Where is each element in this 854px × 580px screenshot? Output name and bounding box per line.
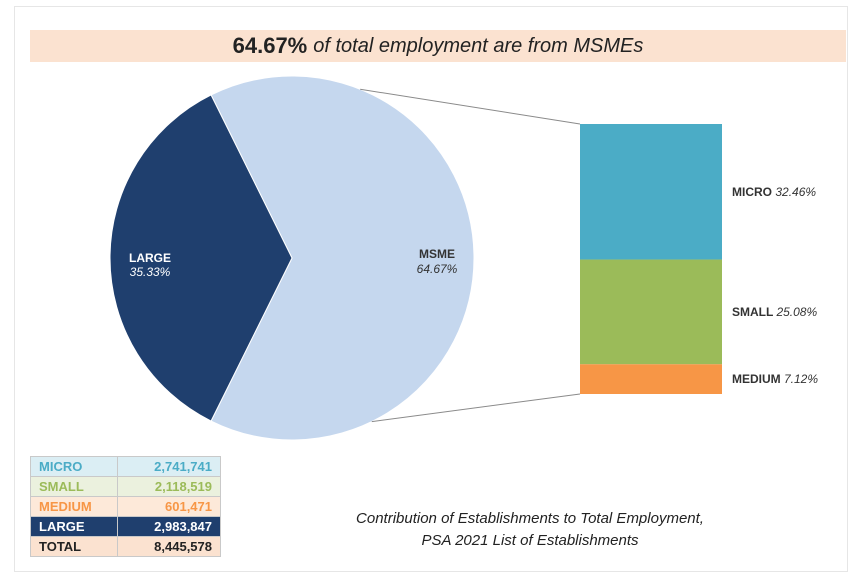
headline-percent: 64.67%: [232, 33, 308, 58]
table-cell-value: 2,118,519: [117, 476, 221, 497]
table-row: SMALL 2,118,519: [30, 476, 221, 497]
chart-caption: Contribution of Establishments to Total …: [300, 508, 760, 552]
table-row: LARGE 2,983,847: [30, 516, 221, 537]
connector-line-top: [360, 88, 581, 125]
table-row: MICRO 2,741,741: [30, 456, 221, 477]
pie-value-msme: 64.67%: [417, 262, 458, 276]
bar-segment-small: [580, 259, 722, 365]
table-cell-label: LARGE: [30, 516, 118, 537]
headline-text: of total employment are from MSMEs: [313, 34, 644, 57]
bar-label-micro: MICRO 32.46%: [732, 185, 816, 199]
table-cell-label: MICRO: [30, 456, 118, 477]
bar-segment-medium: [580, 364, 722, 394]
table-cell-label: MEDIUM: [30, 496, 118, 517]
pie-label-msme: MSME: [419, 247, 455, 261]
table-cell-value: 8,445,578: [117, 536, 221, 557]
table-row: MEDIUM 601,471: [30, 496, 221, 517]
bar-segment-micro: [580, 124, 722, 260]
pie-label-large: LARGE: [129, 251, 171, 265]
headline-banner: 64.67% of total employment are from MSME…: [30, 30, 846, 62]
pie-slice-msme: [210, 75, 475, 441]
employment-table: MICRO 2,741,741 SMALL 2,118,519 MEDIUM 601,47…: [30, 456, 221, 557]
bar-label-small: SMALL 25.08%: [732, 305, 817, 319]
table-cell-label: SMALL: [30, 476, 118, 497]
pie-value-large: 35.33%: [130, 265, 171, 279]
caption-line-1: Contribution of Establishments to Total …: [356, 510, 704, 527]
table-row: TOTAL 8,445,578: [30, 536, 221, 557]
table-cell-value: 601,471: [117, 496, 221, 517]
table-cell-value: 2,983,847: [117, 516, 221, 537]
connector-line-bottom: [371, 393, 581, 423]
pie-slice-large: [109, 94, 293, 422]
table-cell-label: TOTAL: [30, 536, 118, 557]
caption-line-2: PSA 2021 List of Establishments: [421, 532, 639, 549]
bar-label-medium: MEDIUM 7.12%: [732, 372, 818, 386]
table-cell-value: 2,741,741: [117, 456, 221, 477]
